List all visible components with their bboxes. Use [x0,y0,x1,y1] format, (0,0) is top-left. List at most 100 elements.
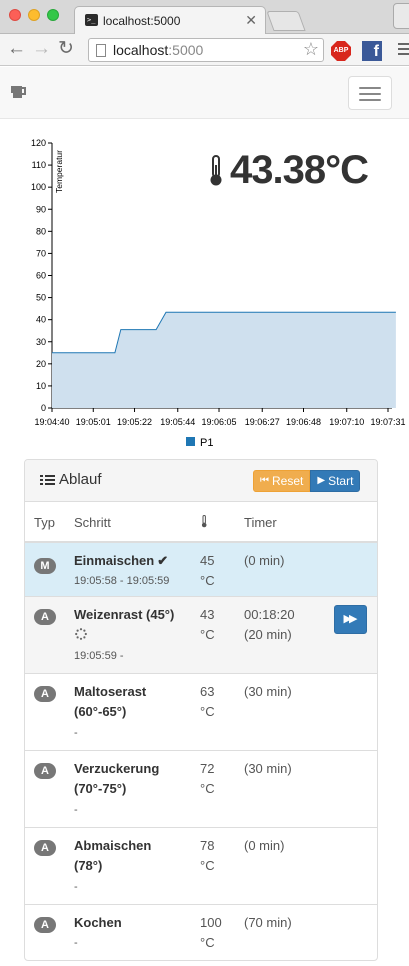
browser-tab[interactable]: >_ localhost:5000 ✕ [74,6,266,35]
y-tick-label: 60 [36,271,46,281]
step-time: - [74,804,78,816]
column-header-timer: Timer [244,515,277,530]
table-row: A Maltoserast (60°-65°) - 63 °C (30 min) [25,674,377,751]
browser-tab-bar: >_ localhost:5000 ✕ [0,0,409,35]
x-tick-label: 19:07:31 [370,417,405,427]
column-header-thermometer-icon [201,515,207,528]
step-timer: (70 min) [244,915,292,930]
back-arrow-icon[interactable]: ← [7,38,26,59]
step-type-badge: A [34,763,56,779]
thermometer-icon [210,154,222,185]
step-type-badge: A [34,917,56,933]
current-temperature-readout: 43.38°C [208,148,369,193]
step-name: Maltoserast (60°-65°) [74,684,147,719]
minimize-window-button[interactable] [28,9,40,21]
x-tick-label: 19:04:40 [34,417,69,427]
step-temp: 43 °C [200,607,215,642]
x-tick-label: 19:06:27 [245,417,280,427]
skip-step-button[interactable]: ▶▶ [334,605,367,634]
step-timer: 00:18:20 (20 min) [244,607,295,642]
y-tick-label: 90 [36,204,46,214]
y-tick-label: 120 [31,138,46,148]
table-row: A Verzuckerung (70°-75°) - 72 °C (30 min) [25,751,377,828]
y-tick-label: 70 [36,248,46,258]
step-name: Kochen [74,915,122,930]
step-timer: (30 min) [244,684,292,699]
step-time: 19:05:58 - 19:05:59 [74,575,170,587]
step-name: Einmaischen ✔ [74,551,204,571]
reset-button[interactable]: ⏮ Reset [253,470,311,492]
step-timer: (30 min) [244,761,292,776]
step-timer: (0 min) [244,553,285,568]
steps-table-header: Typ Schritt Timer [25,502,377,543]
step-temp: 72 °C [200,761,215,796]
step-temp: 100 °C [200,915,222,950]
y-axis-label: Temperatur [54,150,64,193]
step-name: Abmaischen (78°) [74,838,152,873]
maximize-window-button[interactable] [47,9,59,21]
start-button[interactable]: ▶ Start [310,470,361,492]
table-row: A Abmaischen (78°) - 78 °C (0 min) [25,828,377,905]
page-icon [96,44,106,57]
fast-backward-icon: ⏮ [260,475,269,486]
step-type-badge: A [34,609,56,625]
new-tab-button[interactable] [266,11,306,31]
table-row: M Einmaischen ✔ 19:05:58 - 19:05:59 45 °C … [25,543,377,597]
reload-icon[interactable]: ↻ [58,38,74,59]
list-icon [40,474,55,486]
table-row: A Kochen - 100 °C (70 min) [25,905,377,960]
y-tick-label: 40 [36,315,46,325]
series-area-p1 [52,312,396,408]
y-tick-label: 20 [36,359,46,369]
y-tick-label: 0 [41,403,46,413]
close-window-button[interactable] [9,9,21,21]
reset-label: Reset [272,474,304,488]
panel-title-text: Ablauf [59,471,102,488]
profile-button[interactable] [393,3,409,29]
legend-label: P1 [200,437,213,449]
step-temp: 63 °C [200,684,215,719]
y-tick-label: 100 [31,182,46,192]
column-header-schritt: Schritt [74,515,111,530]
step-timer: (0 min) [244,838,285,853]
step-time: - [74,727,78,739]
address-bar[interactable]: localhost:5000 ☆ [88,38,324,62]
step-time: - [74,881,78,893]
play-icon: ▶ [317,475,326,486]
forward-arrow-icon[interactable]: → [32,38,51,59]
start-label: Start [328,474,354,488]
series-line-p1 [52,311,396,354]
step-temp: 78 °C [200,838,215,873]
step-type-badge: M [34,558,56,574]
y-tick-label: 30 [36,337,46,347]
y-tick-label: 80 [36,226,46,236]
x-tick-label: 19:06:05 [201,417,236,427]
browser-menu-icon[interactable] [398,43,409,58]
ablauf-panel: Ablauf ⏮ Reset ▶ Start Typ Schritt Timer… [24,459,378,961]
x-tick-label: 19:05:22 [117,417,152,427]
x-tick-label: 19:05:44 [160,417,195,427]
y-tick-label: 50 [36,293,46,303]
step-time: - [74,937,78,949]
step-temp: 45 °C [200,553,215,588]
step-type-badge: A [34,840,56,856]
terminal-favicon-icon: >_ [85,14,98,26]
step-time: 19:05:59 - [74,650,124,662]
loading-spinner-icon [75,628,87,640]
panel-heading: Ablauf ⏮ Reset ▶ Start [25,460,377,502]
step-type-badge: A [34,686,56,702]
navbar-toggle-button[interactable] [348,76,392,110]
x-tick-label: 19:07:10 [329,417,364,427]
facebook-extension-icon[interactable]: f [362,41,382,61]
beer-mug-icon[interactable] [10,85,26,99]
url-text: localhost:5000 [113,42,204,58]
temperature-chart: 0 10 20 30 40 50 60 70 80 90 100 110 120 19:04:40 19:0… [31,138,406,449]
adblock-extension-icon[interactable]: ABP [331,41,351,61]
table-row: A Weizenrast (45°) 19:05:59 - 43 °C 00:18… [25,597,377,674]
y-tick-label: 110 [32,160,46,170]
current-temperature-value: 43.38°C [230,148,369,192]
app-navbar [0,67,409,119]
tab-close-icon[interactable]: ✕ [245,12,257,28]
x-tick-label: 19:05:01 [76,417,111,427]
bookmark-star-icon[interactable]: ☆ [302,39,319,59]
